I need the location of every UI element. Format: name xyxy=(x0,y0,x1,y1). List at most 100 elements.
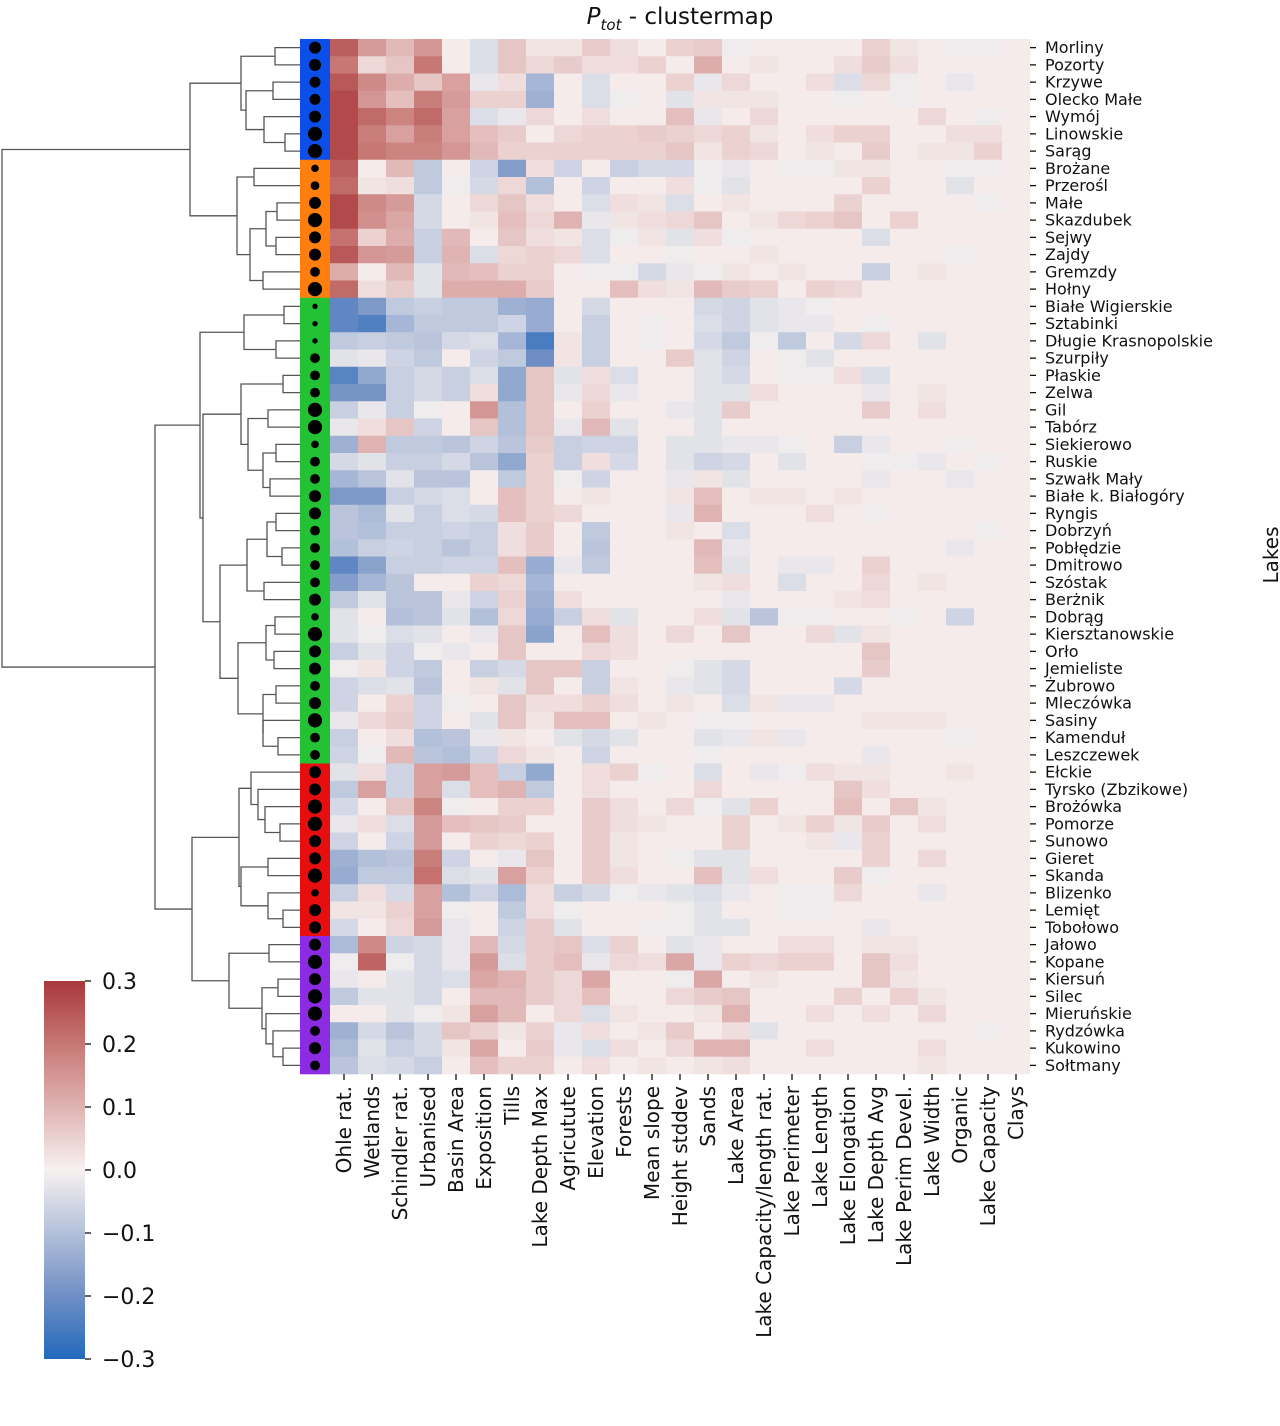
heatmap-cell xyxy=(694,418,723,437)
heatmap-cell xyxy=(582,798,611,816)
heatmap-cell xyxy=(862,763,891,782)
heatmap-cell xyxy=(918,332,947,350)
heatmap-cell xyxy=(722,470,751,488)
heatmap-cell xyxy=(470,625,499,644)
heatmap-cell xyxy=(1002,108,1031,126)
heatmap-cell xyxy=(498,556,527,575)
heatmap-cell xyxy=(526,418,555,437)
heatmap-cell xyxy=(722,332,751,350)
row-label: Pozorty xyxy=(1045,55,1104,74)
heatmap-cell xyxy=(946,453,975,471)
heatmap-cell xyxy=(722,556,751,575)
heatmap-cell xyxy=(414,280,443,299)
heatmap-cell xyxy=(722,384,751,402)
heatmap-cell xyxy=(1002,660,1031,678)
heatmap-cell xyxy=(582,608,611,626)
heatmap-cell xyxy=(358,263,387,281)
row-label: Gremzdy xyxy=(1045,262,1117,281)
heatmap-cell xyxy=(358,832,387,851)
heatmap-cell xyxy=(694,435,723,454)
heatmap-cell xyxy=(470,694,499,713)
heatmap-cell xyxy=(974,280,1003,299)
heatmap-cell xyxy=(442,1056,471,1075)
heatmap-cell xyxy=(414,435,443,454)
heatmap-cell xyxy=(1002,608,1031,626)
heatmap-cell xyxy=(442,729,471,747)
row-dot-marker xyxy=(312,320,318,327)
heatmap-cell xyxy=(470,849,499,868)
heatmap-cell xyxy=(498,504,527,523)
heatmap-cell xyxy=(386,987,415,1006)
heatmap-cell xyxy=(554,746,583,764)
row-label: Brożane xyxy=(1045,159,1110,178)
heatmap-cell xyxy=(946,384,975,402)
heatmap-cell xyxy=(610,591,639,609)
heatmap-cell xyxy=(386,1056,415,1075)
row-label: Blizenko xyxy=(1045,883,1112,902)
column-label: Lake Elongation xyxy=(836,1086,860,1245)
heatmap-cell xyxy=(386,625,415,644)
heatmap-cell xyxy=(890,332,919,350)
heatmap-cell xyxy=(666,849,695,868)
heatmap-cell xyxy=(470,73,499,92)
heatmap-cell xyxy=(694,729,723,747)
heatmap-cell xyxy=(386,970,415,989)
heatmap-cell xyxy=(554,608,583,626)
heatmap-cell xyxy=(386,125,415,143)
heatmap-cell xyxy=(1002,90,1031,109)
row-label: Skazdubek xyxy=(1045,211,1133,230)
heatmap-cell xyxy=(778,1022,807,1040)
heatmap-cell xyxy=(330,228,359,247)
heatmap-cell xyxy=(834,867,863,885)
dendrogram-branch xyxy=(236,176,254,256)
heatmap-cell xyxy=(554,366,583,385)
heatmap-cell xyxy=(974,987,1003,1006)
heatmap-cell xyxy=(470,401,499,419)
heatmap-cell xyxy=(638,608,667,626)
dendrogram-branch xyxy=(253,167,300,187)
heatmap-cell xyxy=(834,901,863,920)
heatmap-cell xyxy=(414,453,443,471)
heatmap-cell xyxy=(918,1022,947,1040)
heatmap-cell xyxy=(806,1022,835,1040)
heatmap-cell xyxy=(330,625,359,644)
heatmap-cell xyxy=(358,418,387,437)
heatmap-cell xyxy=(1002,315,1031,333)
heatmap-cell xyxy=(778,849,807,868)
heatmap-cell xyxy=(470,453,499,471)
heatmap-cell xyxy=(526,90,555,109)
heatmap-cell xyxy=(666,211,695,230)
row-dot-marker xyxy=(310,456,320,467)
column-label: Clays xyxy=(1004,1086,1028,1140)
heatmap-cell xyxy=(806,832,835,851)
heatmap-cell xyxy=(442,108,471,126)
row-dot-marker xyxy=(309,852,321,865)
heatmap-cell xyxy=(638,591,667,609)
heatmap-cell xyxy=(862,849,891,868)
heatmap-cell xyxy=(694,815,723,833)
heatmap-cell xyxy=(946,280,975,299)
heatmap-cell xyxy=(526,280,555,299)
heatmap-cell xyxy=(946,746,975,764)
heatmap-cell xyxy=(918,953,947,971)
heatmap-cell xyxy=(974,608,1003,626)
heatmap-cell xyxy=(638,142,667,161)
heatmap-cell xyxy=(806,39,835,57)
heatmap-cell xyxy=(470,1022,499,1040)
heatmap-cell xyxy=(666,401,695,419)
heatmap-cell xyxy=(694,246,723,264)
row-dot-marker xyxy=(307,799,323,814)
heatmap-cell xyxy=(806,1056,835,1075)
heatmap-cell xyxy=(442,504,471,523)
heatmap-cell xyxy=(330,453,359,471)
heatmap-cell xyxy=(582,39,611,57)
heatmap-cell xyxy=(750,918,779,937)
heatmap-cell xyxy=(834,263,863,281)
heatmap-cell xyxy=(946,470,975,488)
heatmap-cell xyxy=(890,832,919,851)
heatmap-cell xyxy=(890,56,919,74)
heatmap-cells xyxy=(330,39,1031,1075)
row-label: Kiersuń xyxy=(1045,970,1105,989)
heatmap-cell xyxy=(834,763,863,782)
heatmap-cell xyxy=(974,401,1003,419)
